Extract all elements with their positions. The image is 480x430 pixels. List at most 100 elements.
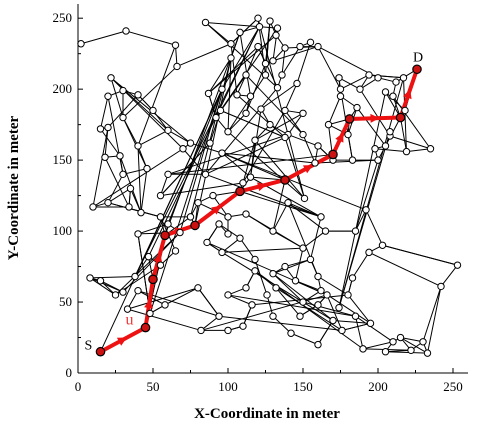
sensor-node: [386, 128, 394, 136]
network-edge: [382, 244, 458, 266]
network-edge: [167, 129, 191, 144]
network-edge: [406, 148, 431, 153]
sensor-node: [300, 194, 309, 203]
x-tick-label: 250: [443, 379, 463, 394]
sensor-node: [218, 85, 226, 93]
sensor-node: [402, 147, 411, 156]
network-edge: [107, 202, 161, 218]
network-edge: [134, 88, 223, 277]
route-node: [395, 112, 406, 123]
network-edge: [179, 89, 223, 233]
sensor-node: [134, 142, 142, 150]
destination-node-label: D: [413, 50, 423, 65]
sensor-node: [392, 78, 400, 86]
sensor-node: [224, 213, 232, 221]
network-edge: [239, 32, 251, 97]
sensor-node: [306, 255, 315, 264]
network-edge: [92, 148, 184, 208]
sensor-node: [156, 191, 165, 200]
sensor-node: [272, 31, 280, 39]
y-tick-label: 250: [53, 10, 73, 25]
network-edge: [164, 287, 199, 306]
sensor-node: [299, 109, 307, 117]
network-edge: [230, 17, 259, 45]
sensor-node: [233, 91, 241, 99]
network-edge: [100, 128, 121, 157]
network-edge: [356, 107, 386, 147]
sensor-node: [242, 71, 250, 79]
network-edge: [302, 230, 326, 249]
sensor-node: [201, 170, 210, 179]
network-edge: [218, 315, 343, 331]
sensor-node: [242, 284, 250, 292]
sensor-node: [317, 213, 325, 221]
network-edge: [137, 44, 176, 147]
sensor-node: [378, 241, 387, 249]
sensor-node: [239, 322, 247, 330]
route-node: [190, 220, 200, 231]
network-edge: [200, 315, 220, 331]
network-edge: [290, 332, 319, 346]
route-arrow: [370, 113, 380, 123]
network-edge: [137, 223, 169, 235]
sensor-node: [123, 305, 132, 313]
network-edge: [272, 46, 319, 62]
network-edge: [338, 77, 361, 90]
sensor-node: [164, 220, 172, 228]
route-node: [328, 149, 338, 160]
sensor-node: [299, 130, 307, 139]
sensor-node: [348, 156, 357, 164]
sensor-node: [212, 113, 220, 122]
network-edge: [208, 57, 232, 94]
sensor-node: [204, 89, 213, 98]
sensor-node: [248, 301, 256, 309]
sensor-node: [209, 191, 217, 200]
network-edge: [122, 232, 181, 293]
sensor-node: [314, 42, 322, 51]
route-arrow: [302, 165, 313, 174]
x-tick-label: 0: [75, 379, 82, 394]
sensor-node: [255, 23, 264, 31]
network-edge: [160, 142, 211, 196]
sensor-node: [453, 261, 462, 269]
sensor-node: [314, 340, 322, 349]
x-tick-label: 150: [293, 379, 313, 394]
sensor-node: [366, 319, 375, 328]
network-edge: [374, 148, 407, 153]
sensor-node: [344, 130, 352, 139]
network-edge: [134, 26, 260, 277]
network-edge: [355, 315, 394, 343]
sensor-node: [362, 206, 370, 214]
y-tick-label: 0: [66, 365, 73, 380]
sensor-node: [266, 17, 274, 25]
network-edge: [281, 47, 286, 76]
sensor-node: [164, 126, 172, 135]
network-edge: [208, 46, 259, 94]
sensor-node: [381, 142, 390, 150]
sensor-node: [396, 333, 405, 342]
sensor-node: [389, 338, 397, 346]
sensor-node: [261, 59, 270, 68]
network-edge: [197, 287, 220, 317]
route-arrow: [211, 205, 222, 215]
network-edge: [284, 110, 304, 135]
network-edge: [167, 153, 334, 175]
sensor-node: [254, 14, 262, 22]
network-edge: [221, 152, 251, 178]
sensor-node: [336, 85, 345, 93]
network-edge: [227, 294, 253, 306]
network-edge: [254, 112, 304, 141]
sensor-node: [306, 38, 315, 47]
network-edge: [221, 152, 316, 164]
sensor-node: [104, 123, 112, 132]
network-edge: [239, 190, 322, 218]
intermediate-node-label: u: [126, 312, 134, 329]
sensor-node: [206, 139, 214, 147]
network-edge: [205, 22, 232, 45]
sensor-node: [336, 92, 345, 100]
x-tick-label: 100: [218, 379, 238, 394]
network-edge: [145, 89, 223, 328]
route-node: [235, 186, 245, 197]
route-arrow: [153, 252, 163, 263]
network-edge: [254, 139, 305, 199]
